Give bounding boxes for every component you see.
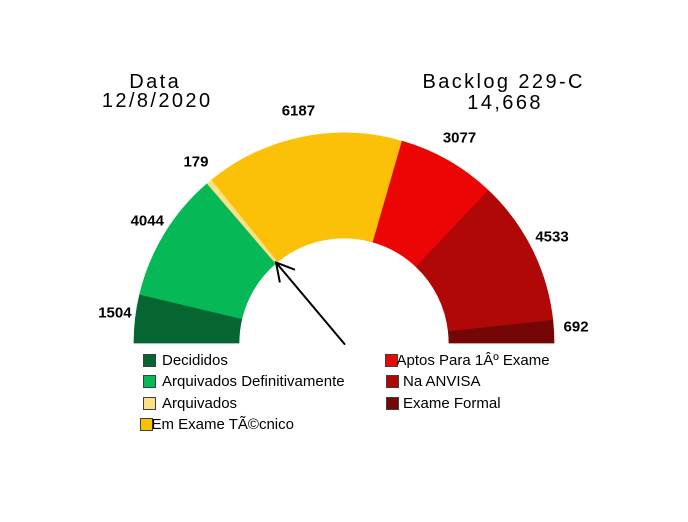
- legend-left-column: Decididos Arquivados Definitivamente Arqui…: [140, 350, 345, 436]
- legend-item-1: Arquivados Definitivamente: [143, 371, 345, 393]
- legend-item-6: Exame Formal: [386, 393, 550, 415]
- legend-label-5: Na ANVISA: [403, 373, 481, 391]
- legend-label-2: Arquivados: [162, 394, 238, 412]
- gauge-segment-6: [447, 320, 555, 344]
- gauge-segment-3: [211, 132, 403, 262]
- legend-swatch-2: [143, 396, 156, 410]
- legend-right-column: Aptos Para 1Âº Exame Na ANVISA Exame Forma…: [384, 350, 550, 415]
- legend-swatch-5: [386, 375, 399, 389]
- date-title: Data: [129, 71, 182, 93]
- legend-item-0: Decididos: [143, 350, 345, 372]
- legend-item-5: Na ANVISA: [386, 371, 550, 393]
- legend-item-2: Arquivados: [143, 393, 345, 415]
- legend-item-3: Em Exame TÃ©cnico: [140, 414, 345, 436]
- data-label-1: 4044: [130, 212, 164, 230]
- legend-swatch-4: [384, 353, 398, 367]
- legend-label-3: Em Exame TÃ©cnico: [151, 416, 295, 434]
- data-label-2: 179: [183, 153, 209, 171]
- backlog-title: Backlog 229-C: [422, 71, 585, 93]
- data-label-4: 3077: [442, 129, 477, 147]
- legend-swatch-1: [143, 375, 156, 389]
- data-label-3: 6187: [281, 102, 316, 120]
- legend-swatch-0: [143, 353, 156, 367]
- backlog-value: 14,668: [467, 92, 543, 114]
- legend-label-0: Decididos: [162, 351, 228, 369]
- annotation-arrow: [274, 260, 346, 345]
- legend-label-1: Arquivados Definitivamente: [162, 373, 345, 391]
- legend-label-4: Aptos Para 1Âº Exame: [396, 351, 550, 369]
- legend-swatch-3: [140, 418, 153, 432]
- data-label-5: 4533: [535, 228, 569, 246]
- date-value: 12/8/2020: [101, 89, 213, 112]
- legend-swatch-6: [386, 396, 399, 410]
- legend-label-6: Exame Formal: [403, 394, 501, 412]
- gauge-segments: [133, 132, 555, 344]
- data-label-6: 692: [563, 318, 589, 336]
- data-label-0: 1504: [98, 304, 132, 322]
- legend-item-4: Aptos Para 1Âº Exame: [384, 350, 550, 372]
